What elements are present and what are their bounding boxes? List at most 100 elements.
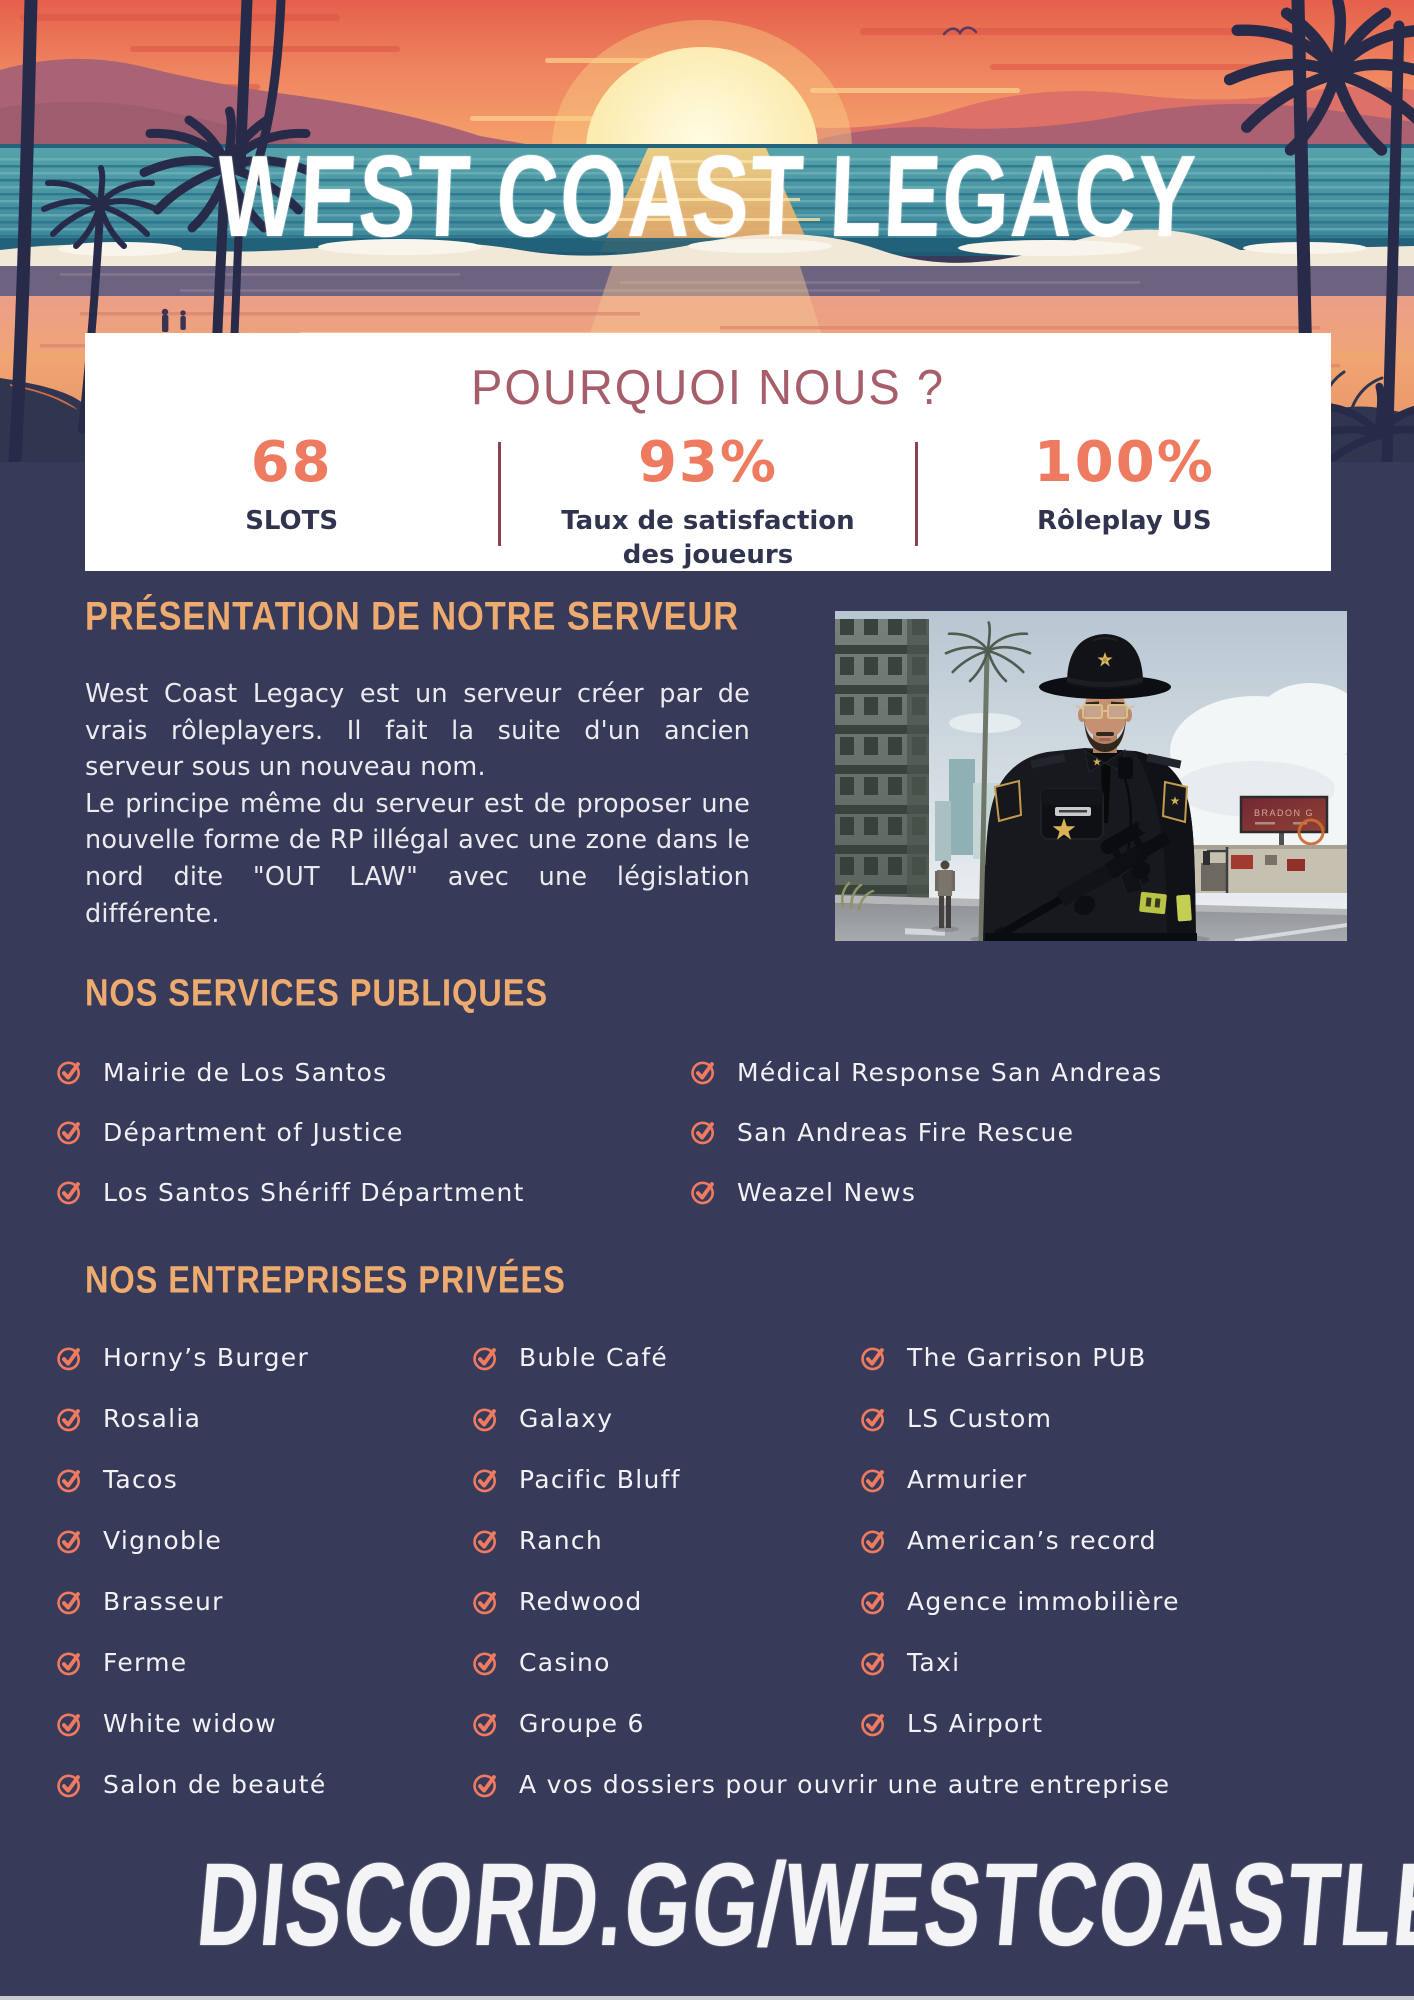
list-item: Groupe 6: [472, 1693, 1170, 1754]
check-icon: [472, 1405, 500, 1433]
list-item: San Andreas Fire Rescue: [690, 1102, 1162, 1162]
list-item-label: Départment of Justice: [103, 1117, 404, 1147]
check-icon: [860, 1649, 888, 1677]
bottom-edge-strip: [0, 1996, 1414, 2000]
check-icon: [690, 1058, 718, 1086]
stat-value: 68: [250, 430, 333, 495]
list-item-label: American’s record: [907, 1526, 1157, 1555]
check-icon: [472, 1344, 500, 1372]
list-item: Mairie de Los Santos: [56, 1042, 525, 1102]
list-item-label: Armurier: [907, 1465, 1028, 1494]
list-item: LS Custom: [860, 1388, 1180, 1449]
check-icon: [860, 1710, 888, 1738]
list-item: Agence immobilière: [860, 1571, 1180, 1632]
stat-value: 93%: [637, 430, 779, 495]
stat-value: 100%: [1033, 430, 1215, 495]
why-us-title: POURQUOI NOUS ?: [471, 358, 945, 415]
check-icon: [860, 1344, 888, 1372]
list-item: Tacos: [56, 1449, 327, 1510]
sheriff-photo-illustration: BRADON G: [835, 611, 1347, 941]
presentation-heading: PRÉSENTATION DE NOTRE SERVEUR: [85, 594, 740, 639]
check-icon: [56, 1058, 84, 1086]
why-us-card: POURQUOI NOUS ? 68 SLOTS 93% Taux de sat…: [85, 333, 1331, 571]
list-item: Brasseur: [56, 1571, 327, 1632]
list-item: The Garrison PUB: [860, 1327, 1180, 1388]
list-item-label: Ferme: [103, 1648, 188, 1677]
list-item-label: Agence immobilière: [907, 1587, 1180, 1616]
companies-heading: NOS ENTREPRISES PRIVÉES: [85, 1259, 566, 1302]
list-item: Armurier: [860, 1449, 1180, 1510]
list-item-label: Redwood: [519, 1587, 643, 1616]
check-icon: [56, 1771, 84, 1799]
list-item: Départment of Justice: [56, 1102, 525, 1162]
check-icon: [860, 1588, 888, 1616]
list-item: Ranch: [472, 1510, 1170, 1571]
stat-satisfaction: 93% Taux de satisfaction des joueurs: [501, 430, 914, 573]
list-item-label: Tacos: [103, 1465, 179, 1494]
list-item: Buble Café: [472, 1327, 1170, 1388]
check-icon: [472, 1527, 500, 1555]
list-item-label: Casino: [519, 1648, 611, 1677]
stats-row: 68 SLOTS 93% Taux de satisfaction des jo…: [85, 430, 1331, 573]
check-icon: [56, 1588, 84, 1616]
list-item-label: Médical Response San Andreas: [737, 1057, 1163, 1087]
companies-column-1: Horny’s Burger Rosalia Tacos Vignoble Br…: [56, 1327, 327, 1815]
list-item: Casino: [472, 1632, 1170, 1693]
check-icon: [56, 1178, 84, 1206]
list-item: Taxi: [860, 1632, 1180, 1693]
discord-link[interactable]: DISCORD.GG/WESTCOASTLEGACY: [192, 1839, 1414, 1971]
list-item-label: Horny’s Burger: [103, 1343, 310, 1372]
check-icon: [56, 1527, 84, 1555]
list-item: Médical Response San Andreas: [690, 1042, 1162, 1102]
list-item-label: LS Custom: [907, 1404, 1053, 1433]
check-icon: [472, 1649, 500, 1677]
companies-column-3: The Garrison PUB LS Custom Armurier Amer…: [860, 1327, 1180, 1754]
check-icon: [860, 1527, 888, 1555]
list-item-label: Rosalia: [103, 1404, 202, 1433]
presentation-text: West Coast Legacy est un serveur créer p…: [85, 676, 750, 932]
services-column-left: Mairie de Los Santos Départment of Justi…: [56, 1042, 525, 1222]
list-item: American’s record: [860, 1510, 1180, 1571]
stat-divider: [914, 442, 918, 546]
list-item-label: LS Airport: [907, 1709, 1044, 1738]
sheriff-photo: BRADON G: [835, 611, 1347, 941]
list-item: A vos dossiers pour ouvrir une autre ent…: [472, 1754, 1170, 1815]
check-icon: [690, 1178, 718, 1206]
list-item-label: Mairie de Los Santos: [103, 1057, 388, 1087]
stat-slots: 68 SLOTS: [85, 430, 498, 539]
list-item-label: San Andreas Fire Rescue: [737, 1117, 1075, 1147]
list-item: Ferme: [56, 1632, 327, 1693]
stat-label: Rôleplay US: [1037, 506, 1212, 536]
bird-icon: [942, 26, 978, 36]
list-item-label: The Garrison PUB: [907, 1343, 1147, 1372]
list-item: Pacific Bluff: [472, 1449, 1170, 1510]
stat-divider: [498, 442, 502, 546]
check-icon: [56, 1466, 84, 1494]
presentation-paragraph-1: West Coast Legacy est un serveur créer p…: [85, 679, 750, 783]
list-item-label: Groupe 6: [519, 1709, 645, 1738]
list-item-label: Los Santos Shériff Départment: [103, 1177, 525, 1207]
list-item-label: Weazel News: [737, 1177, 917, 1207]
list-item: Galaxy: [472, 1388, 1170, 1449]
presentation-paragraph-2: Le principe même du serveur est de propo…: [85, 788, 750, 929]
billboard-text: BRADON G: [1254, 808, 1314, 818]
pedestrian-figure: [931, 860, 959, 932]
check-icon: [56, 1118, 84, 1146]
list-item: Vignoble: [56, 1510, 327, 1571]
list-item-label: Pacific Bluff: [519, 1465, 681, 1494]
list-item-label: Galaxy: [519, 1404, 614, 1433]
companies-column-2: Buble Café Galaxy Pacific Bluff Ranch Re…: [472, 1327, 1170, 1815]
stat-label: Taux de satisfaction des joueurs: [561, 506, 855, 570]
list-item: Redwood: [472, 1571, 1170, 1632]
list-item-label: Taxi: [907, 1648, 961, 1677]
check-icon: [860, 1466, 888, 1494]
check-icon: [56, 1710, 84, 1738]
list-item: Salon de beauté: [56, 1754, 327, 1815]
list-item: White widow: [56, 1693, 327, 1754]
services-column-right: Médical Response San Andreas San Andreas…: [690, 1042, 1162, 1222]
list-item: LS Airport: [860, 1693, 1180, 1754]
list-item-label: Buble Café: [519, 1343, 669, 1372]
list-item: Horny’s Burger: [56, 1327, 327, 1388]
list-item: Los Santos Shériff Départment: [56, 1162, 525, 1222]
